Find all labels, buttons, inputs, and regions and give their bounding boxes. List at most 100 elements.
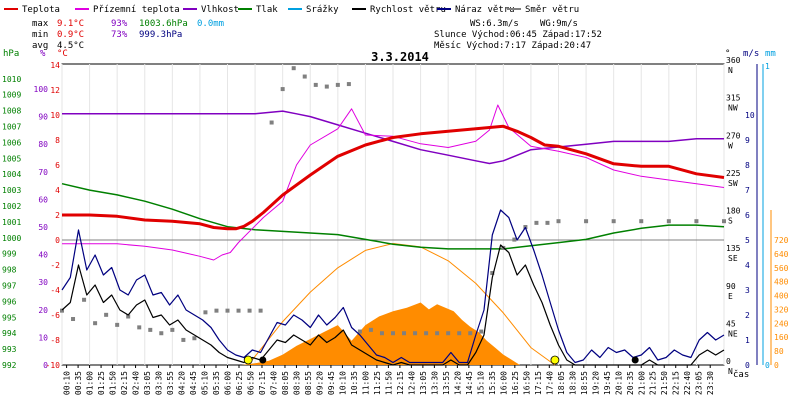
wind-dir-point: [694, 219, 699, 224]
hpa-tick-label: 1009: [2, 91, 21, 100]
deg-direction-label: SE: [728, 254, 738, 263]
deg-direction-label: E: [728, 292, 733, 301]
wind-dir-point: [545, 220, 550, 225]
x-tick-label: 12:40: [407, 371, 416, 395]
ms-tick-label: 1: [745, 336, 750, 345]
x-tick-label: 07:40: [269, 371, 278, 395]
legend-label: Náraz větru: [455, 5, 515, 15]
pct-tick-label: 40: [38, 251, 48, 260]
hpa-tick-label: 997: [2, 282, 17, 291]
stats-min-pres: 999.3hPa: [139, 30, 182, 40]
moonrise-marker: [259, 356, 267, 364]
moonset-marker: [631, 356, 639, 364]
wind-dir-point: [584, 219, 589, 224]
wind-dir-point: [346, 82, 351, 87]
wm2-tick-label: 640: [774, 250, 789, 259]
x-axis-labels: 00:10 00:35 01:00 01:25 01:50 02:15 02:40 03:05…: [63, 365, 715, 395]
wind-dir-point: [446, 331, 451, 336]
axis-ticks: 1010100910081007100610051004100310021001…: [2, 56, 789, 376]
wind-dir-point: [479, 329, 484, 334]
x-tick-label: 23:30: [706, 371, 715, 395]
wm2-tick-label: 160: [774, 333, 789, 342]
degc-tick-label: 8: [55, 136, 60, 145]
x-tick-label: 19:20: [591, 371, 600, 395]
x-tick-label: 14:20: [453, 371, 462, 395]
degc-tick-label: -4: [50, 286, 60, 295]
deg-tick-label: 45: [726, 319, 736, 328]
hpa-tick-label: 992: [2, 361, 17, 370]
stats-max-label: max: [32, 19, 49, 29]
degc-tick-label: -2: [50, 261, 60, 270]
stats-min-hum: 73%: [111, 30, 128, 40]
deg-direction-label: NW: [728, 104, 738, 113]
hpa-tick-label: 1007: [2, 123, 21, 132]
ms-tick-label: 10: [745, 111, 755, 120]
x-tick-label: 16:00: [499, 371, 508, 395]
x-tick-label: 07:15: [258, 371, 267, 395]
axis-unit-pct: %: [40, 49, 46, 59]
x-tick-label: 02:40: [132, 371, 141, 395]
legend-label: Srážky: [306, 5, 339, 15]
x-tick-label: 11:25: [373, 371, 382, 395]
wind-dir-point: [639, 219, 644, 224]
wind-dir-point: [391, 331, 395, 336]
wind-dir-point: [71, 317, 76, 322]
x-tick-label: 19:45: [603, 371, 612, 395]
wind-dir-point: [258, 308, 263, 313]
deg-direction-label: S: [728, 217, 733, 226]
wind-dir-point: [335, 82, 340, 87]
ms-tick-label: 6: [745, 211, 750, 220]
wind-dir-point: [302, 74, 307, 79]
wm2-tick-label: 720: [774, 236, 789, 245]
wind-dir-point: [413, 331, 418, 336]
hpa-tick-label: 999: [2, 250, 17, 259]
stats-moon: Měsíc Východ:7:17 Západ:20:47: [434, 41, 591, 51]
x-tick-label: 13:05: [419, 371, 428, 395]
deg-direction-label: SW: [728, 179, 738, 188]
x-tick-label: 23:05: [695, 371, 704, 395]
stats-block: max 9.1°C 93% 1003.6hPa 0.0mm min 0.9°C …: [32, 19, 602, 51]
deg-tick-label: 315: [726, 94, 741, 103]
x-tick-label: 08:30: [292, 371, 301, 395]
wind-dir-point: [313, 82, 318, 87]
stats-wg: WG:9m/s: [540, 19, 578, 29]
pct-tick-label: 90: [38, 113, 48, 122]
stats-max-pres: 1003.6hPa: [139, 19, 188, 29]
x-tick-label: 16:25: [511, 371, 520, 395]
x-tick-label: 17:15: [534, 371, 543, 395]
x-tick-label: 05:10: [201, 371, 210, 395]
x-tick-label: 10:35: [350, 371, 359, 395]
hpa-tick-label: 1002: [2, 202, 21, 211]
hpa-tick-label: 996: [2, 297, 17, 306]
stats-max-rain: 0.0mm: [197, 19, 224, 29]
degc-tick-label: 10: [50, 111, 60, 120]
x-tick-label: 09:20: [315, 371, 324, 395]
stats-min-temp: 0.9°C: [57, 30, 84, 40]
pct-tick-label: 100: [34, 85, 49, 94]
pct-tick-label: 10: [38, 333, 48, 342]
wind-dir-point: [402, 331, 407, 336]
wind-dir-point: [457, 331, 462, 336]
hpa-tick-label: 1004: [2, 170, 21, 179]
legend-label: Rychlost větru: [370, 5, 446, 15]
wm2-tick-label: 240: [774, 319, 789, 328]
x-tick-label: 00:10: [63, 371, 72, 395]
hpa-tick-label: 1008: [2, 107, 21, 116]
x-tick-label: 08:05: [281, 371, 290, 395]
ms-tick-label: 2: [745, 311, 750, 320]
hpa-tick-label: 1006: [2, 138, 21, 147]
legend: Teplota Přízemní teplota Vlhkost Tlak Srážky…: [4, 5, 579, 15]
degc-tick-label: 14: [50, 61, 60, 70]
pct-tick-label: 0: [43, 361, 48, 370]
wind-dir-point: [148, 327, 153, 332]
x-tick-label: 11:00: [361, 371, 370, 395]
deg-direction-label: N: [728, 66, 733, 75]
ms-tick-label: 3: [745, 286, 750, 295]
x-tick-label: 15:35: [488, 371, 497, 395]
temperature-line: [62, 124, 725, 231]
x-tick-label: 18:55: [580, 371, 589, 395]
x-tick-label: 18:30: [568, 371, 577, 395]
wm2-tick-label: 480: [774, 278, 789, 287]
x-tick-label: 22:40: [683, 371, 692, 395]
